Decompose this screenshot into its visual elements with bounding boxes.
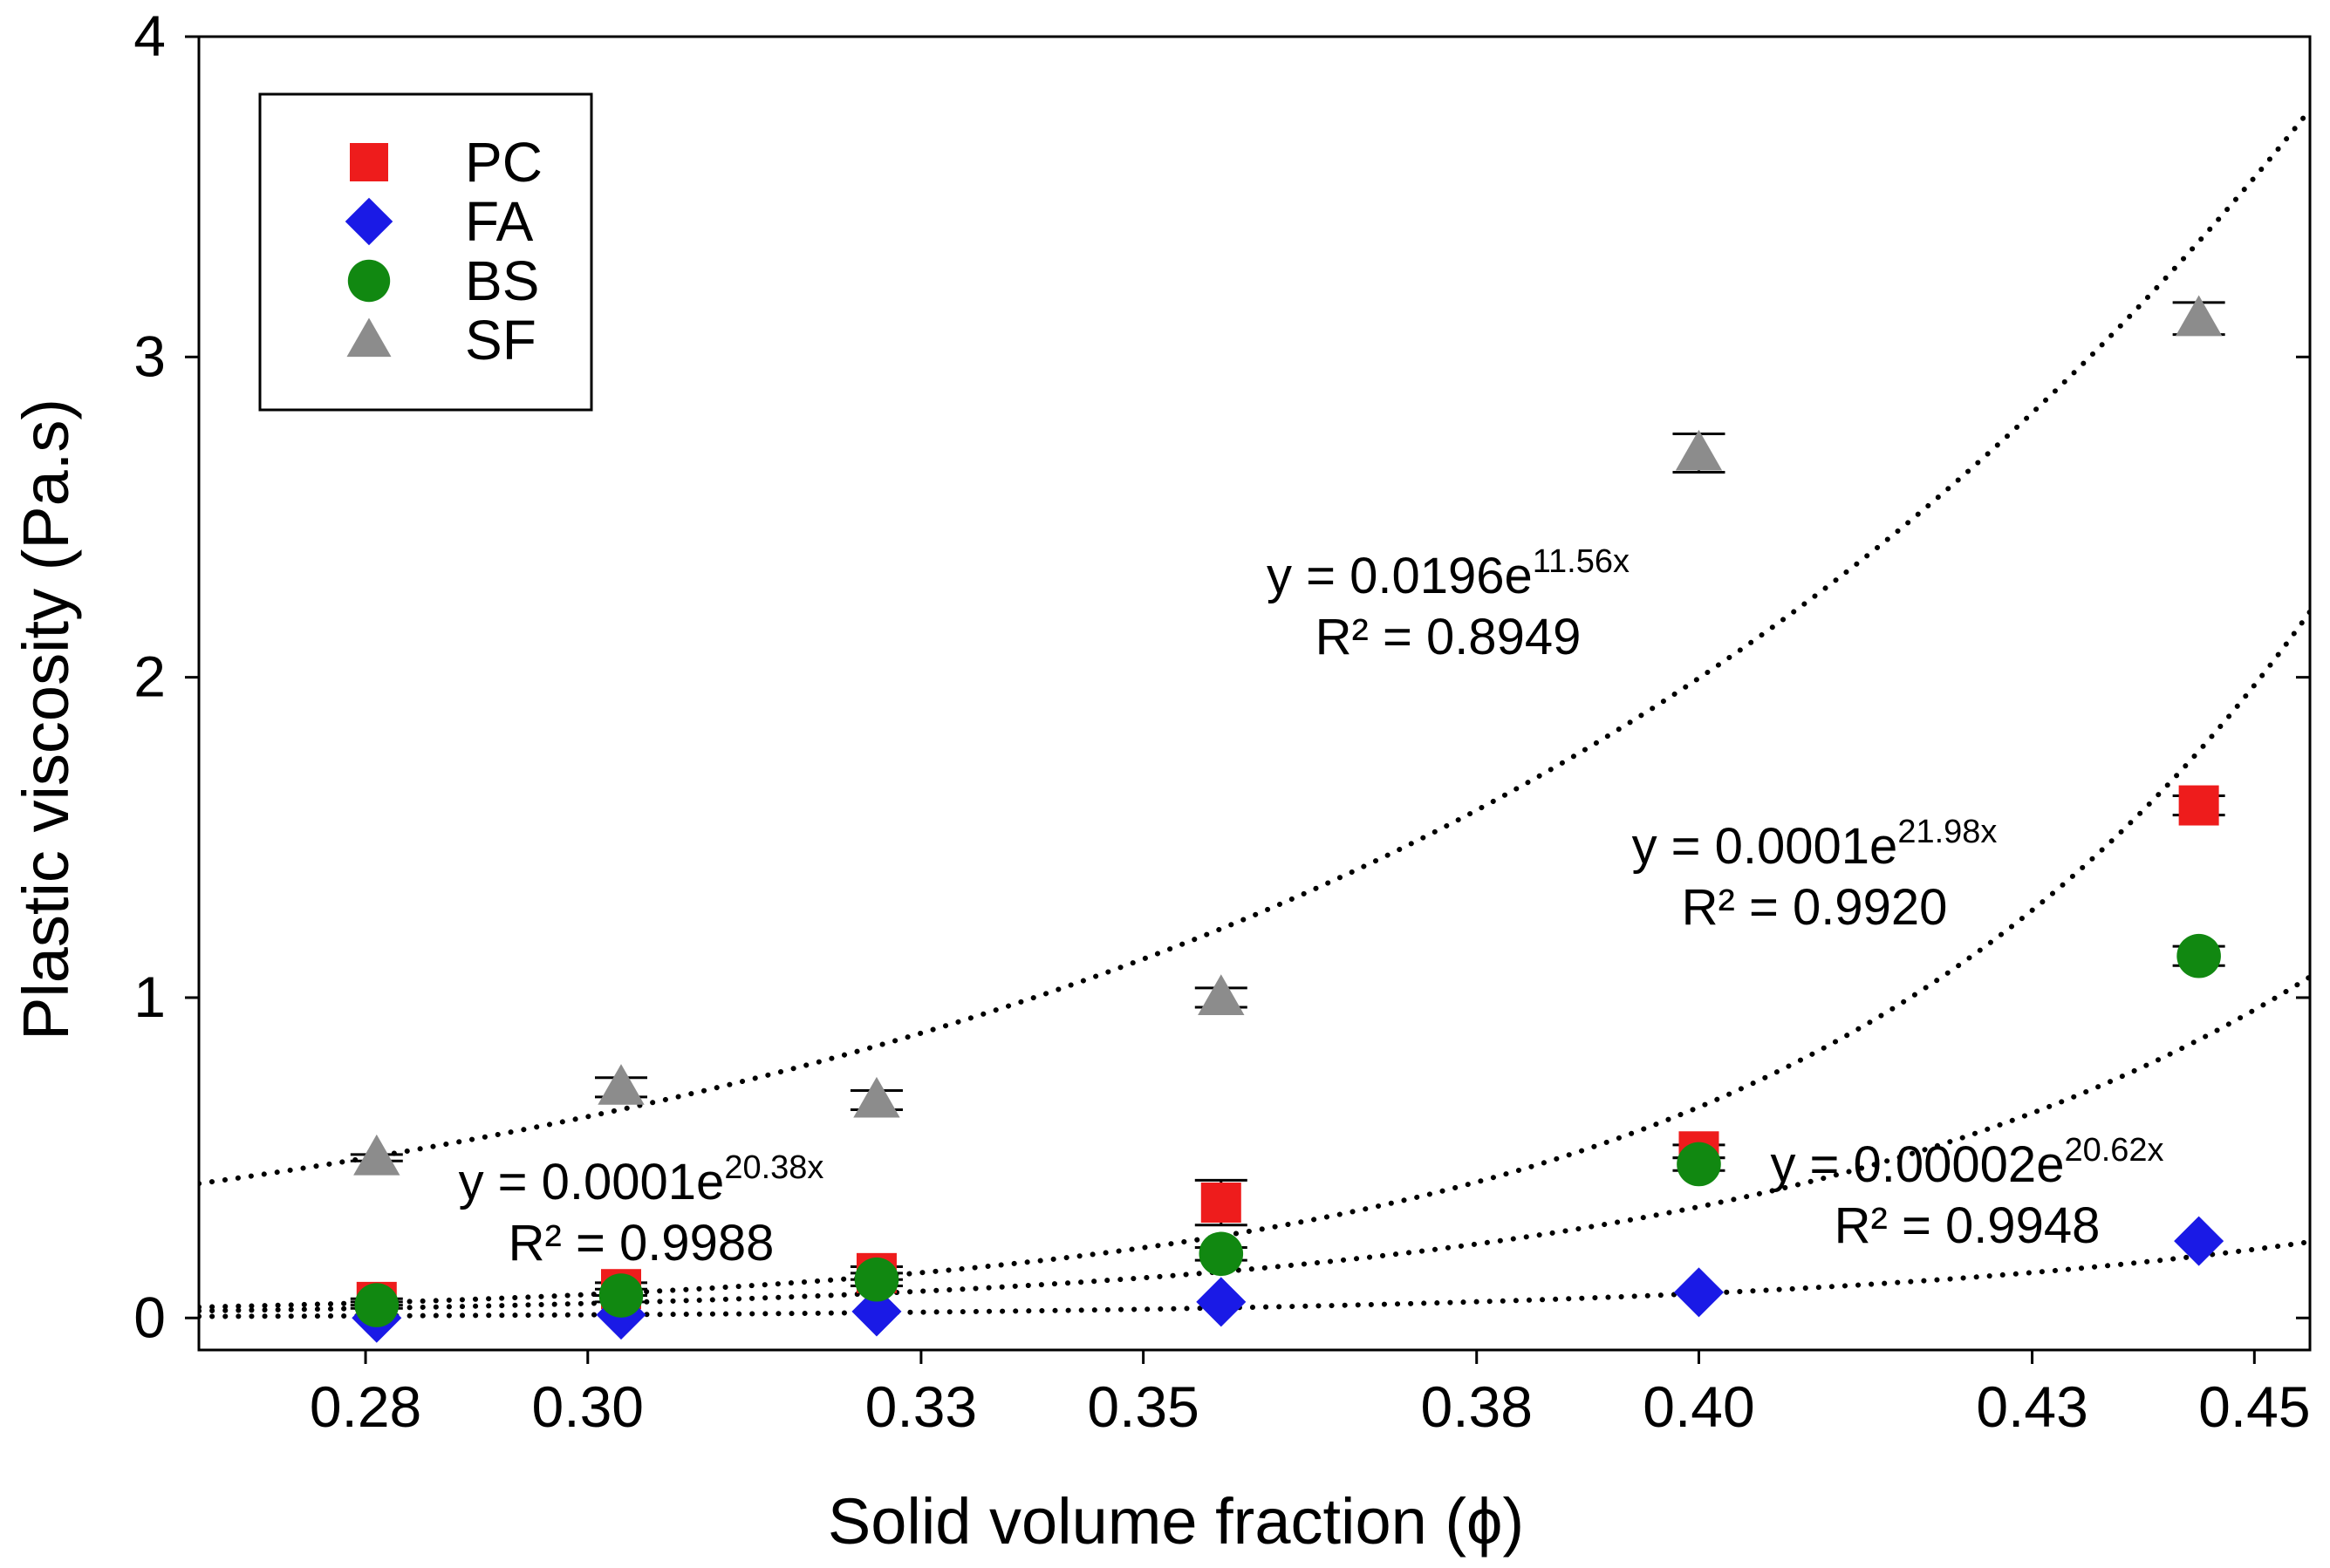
trend-r2-sf: R² = 0.8949 [1315,609,1582,665]
point-sf [1675,429,1723,471]
x-tick-label: 0.30 [532,1374,644,1439]
y-tick-label: 2 [133,644,166,709]
data-points-layer [352,295,2224,1343]
trend-r2-pc: R² = 0.9920 [1682,879,1948,936]
plot-frame [197,35,2312,1352]
point-pc [2178,785,2219,826]
point-bs [354,1283,400,1327]
equation-base: y = 0.0001e [1632,818,1898,875]
trend-equation-pc: y = 0.0001e21.98x [1632,814,1998,875]
trendline-sf [199,106,2310,1187]
trendline-fa [199,1239,2310,1319]
equation-exponent: 11.56x [1533,543,1630,580]
trend-equation-bs: y = 0.0001e20.38x [459,1149,824,1210]
equation-exponent: 21.98x [1897,814,1997,850]
legend-label-bs: BS [465,249,539,312]
point-sf [353,1134,400,1176]
trend-r2-fa: R² = 0.9948 [1835,1197,2101,1254]
point-bs [598,1273,644,1318]
equation-base: y = 0.0196e [1267,548,1533,604]
legend-label-sf: SF [465,309,536,372]
y-tick-label: 4 [133,3,166,68]
y-axis-title: Plastic viscosity (Pa.s) [10,399,82,1040]
legend-label-fa: FA [465,190,534,253]
legend-box [258,92,593,412]
point-fa [1673,1267,1724,1318]
point-bs [1677,1142,1721,1187]
x-tick-label: 0.33 [865,1374,977,1439]
x-tick-label: 0.38 [1421,1374,1533,1439]
legend-marker-pc [350,143,388,181]
point-pc [1200,1183,1241,1224]
equation-exponent: 20.62x [2064,1132,2163,1169]
point-sf [853,1076,900,1118]
point-fa [2174,1216,2224,1266]
point-bs [854,1257,899,1302]
trend-r2-bs: R² = 0.9988 [509,1215,775,1271]
legend-marker-fa [345,197,393,246]
equation-exponent: 20.38x [724,1149,823,1186]
x-tick-label: 0.35 [1087,1374,1199,1439]
x-axis-title: Solid volume fraction (ϕ) [828,1485,1524,1558]
legend-marker-sf [346,317,392,358]
y-tick-label: 1 [133,965,166,1029]
equation-base: y = 0.00002e [1770,1136,2064,1193]
legend-marker-bs [347,259,391,303]
y-tick-label: 0 [133,1285,166,1349]
point-fa [851,1286,902,1337]
trendline-pc [199,609,2310,1310]
x-tick-label: 0.45 [2198,1374,2310,1439]
trend-equation-sf: y = 0.0196e11.56x [1267,543,1630,604]
legend-label-pc: PC [465,131,543,194]
x-tick-label: 0.28 [310,1374,421,1439]
axes-layer: 0.28 0.30 0.33 0.35 0.38 0.40 0.43 0.45 0 1 2 3 4 Sol… [10,3,2312,1558]
point-fa [1196,1277,1247,1327]
trend-equation-fa: y = 0.00002e20.62x [1770,1132,2163,1193]
x-tick-label: 0.40 [1643,1374,1754,1439]
x-tick-label: 0.43 [1976,1374,2087,1439]
trendlines-layer [199,106,2310,1319]
y-tick-label: 3 [133,324,166,388]
point-sf [598,1064,645,1105]
point-sf [1198,974,1245,1015]
point-bs [1199,1231,1244,1277]
point-sf [2175,295,2223,337]
equation-base: y = 0.0001e [459,1154,725,1210]
point-bs [2176,933,2221,978]
